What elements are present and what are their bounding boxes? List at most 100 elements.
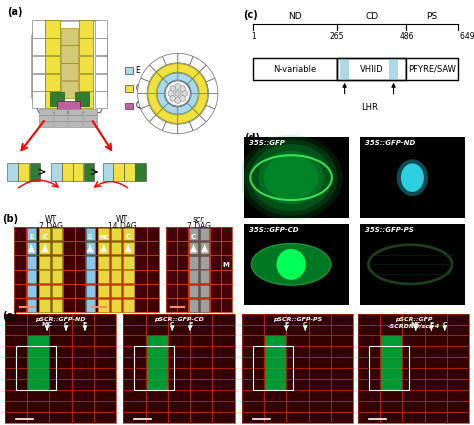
Bar [210,284,221,298]
Bar [146,412,168,423]
Bar [27,412,49,423]
Bar [286,357,309,368]
Bar [5,390,27,401]
Bar [212,368,235,379]
Bar [54,109,67,115]
Bar [72,325,94,335]
Bar [189,285,199,297]
Bar [286,346,309,357]
Bar [381,380,401,389]
Bar [146,346,168,357]
Polygon shape [200,65,215,82]
Bar [134,227,146,241]
Bar [212,335,235,346]
Bar [102,162,113,181]
Bar [242,401,264,412]
Bar [27,241,39,255]
Text: C: C [191,234,196,240]
Bar [331,335,353,346]
Bar [94,379,116,390]
Bar [265,336,285,346]
Text: CEI/CEID: CEI/CEID [183,84,216,93]
Polygon shape [178,64,199,79]
Bar [212,346,235,357]
Bar [221,255,232,269]
Bar [39,255,51,269]
Bar [122,241,134,255]
Bar [168,357,190,368]
Bar [110,270,121,283]
Bar [85,269,98,284]
Bar [98,242,109,255]
Bar [72,412,94,423]
Bar [380,346,402,357]
Text: E: E [88,234,92,240]
Bar [221,298,232,312]
Text: C: C [136,84,141,93]
Bar [221,227,232,241]
Bar [146,227,159,241]
Bar [189,228,199,240]
Bar [39,115,53,121]
Bar [27,314,49,325]
Text: 486: 486 [399,31,414,41]
Bar [63,298,75,312]
Bar [264,346,286,357]
Bar [190,325,212,335]
Bar [265,369,285,379]
Bar [264,325,286,335]
Bar [98,227,110,241]
Circle shape [180,86,185,91]
Bar [98,285,109,297]
Bar [49,401,72,412]
Bar [51,298,63,312]
Text: MC: MC [42,322,53,327]
Bar [210,298,221,312]
Bar [168,346,190,357]
Bar [125,102,133,109]
Polygon shape [137,94,149,109]
Bar [188,269,199,284]
Polygon shape [206,94,218,109]
Polygon shape [190,115,206,130]
Bar [331,401,353,412]
Bar [309,379,331,390]
Bar [447,325,469,335]
Bar [85,298,98,312]
Bar [242,368,264,379]
Bar [95,38,107,55]
Text: C: C [443,322,447,327]
Bar [340,59,349,80]
Bar [189,270,199,283]
Bar [62,162,73,181]
Bar [79,74,93,91]
Bar [242,314,264,325]
Bar [380,412,402,423]
Bar [50,92,64,106]
Bar [244,224,349,305]
Bar [75,284,88,298]
Text: 265: 265 [329,31,344,41]
Text: (c): (c) [243,10,258,20]
Bar [27,390,49,401]
Bar [5,368,27,379]
Text: pSCR::GFP-PS: pSCR::GFP-PS [273,317,322,322]
Bar [166,227,177,241]
Bar [200,285,210,297]
Text: pSCR::GFP-CD: pSCR::GFP-CD [154,317,204,322]
Polygon shape [187,94,198,108]
Bar [123,285,134,297]
Bar [45,91,60,108]
Bar [358,412,380,423]
Bar [189,299,199,312]
Bar [30,162,40,181]
Bar [5,314,27,325]
Bar [286,379,309,390]
Polygon shape [141,105,156,122]
Bar [380,368,402,379]
Bar [122,255,134,269]
Bar [51,269,63,284]
Bar [286,401,309,412]
Bar [125,67,133,74]
Bar [242,412,264,423]
